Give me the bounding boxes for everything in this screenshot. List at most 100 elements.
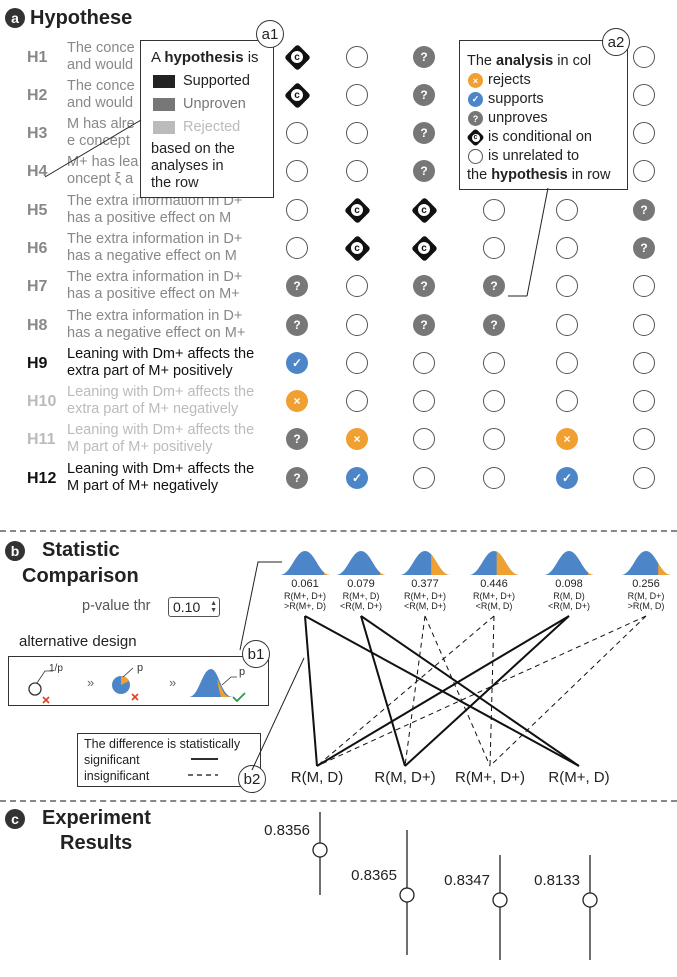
empty-icon[interactable]: [413, 428, 435, 450]
unproven-icon[interactable]: ?: [413, 84, 435, 106]
unproven-icon[interactable]: ?: [286, 428, 308, 450]
unproven-icon[interactable]: ?: [413, 160, 435, 182]
empty-icon[interactable]: [346, 275, 368, 297]
rejects-icon[interactable]: ×: [286, 390, 308, 412]
distribution-glyph[interactable]: [280, 551, 330, 575]
empty-icon[interactable]: [483, 237, 505, 259]
conditional-icon[interactable]: c: [343, 196, 371, 224]
result-point[interactable]: [399, 887, 415, 903]
hypothesis-row[interactable]: H10 Leaning with Dm+ affects the extra par…: [0, 382, 677, 420]
unproven-icon[interactable]: ?: [413, 46, 435, 68]
hypothesis-row[interactable]: H12 Leaning with Dm+ affects the M part of…: [0, 459, 677, 497]
empty-icon[interactable]: [286, 237, 308, 259]
result-point[interactable]: [312, 842, 328, 858]
empty-icon[interactable]: [346, 314, 368, 336]
empty-icon[interactable]: [483, 428, 505, 450]
empty-icon[interactable]: [413, 467, 435, 489]
distribution-tail: [496, 551, 519, 575]
distribution-glyph[interactable]: [621, 551, 671, 575]
unproven-icon[interactable]: ?: [413, 275, 435, 297]
unproven-icon[interactable]: ?: [286, 467, 308, 489]
result-node[interactable]: R(M+, D): [548, 769, 610, 786]
empty-icon[interactable]: [483, 199, 505, 221]
hypothesis-label: H8: [27, 317, 48, 334]
distribution-glyph[interactable]: [336, 551, 386, 575]
empty-icon[interactable]: [633, 160, 655, 182]
empty-icon[interactable]: [633, 46, 655, 68]
conditional-icon[interactable]: c: [410, 196, 438, 224]
empty-icon[interactable]: [633, 352, 655, 374]
conditional-icon[interactable]: c: [410, 234, 438, 262]
result-node[interactable]: R(M, D+): [374, 769, 436, 786]
empty-icon[interactable]: [633, 467, 655, 489]
empty-icon[interactable]: [483, 467, 505, 489]
pvalue-threshold-stepper[interactable]: 0.10 ▲ ▼: [168, 597, 220, 617]
conditional-icon[interactable]: c: [343, 234, 371, 262]
empty-icon[interactable]: [286, 160, 308, 182]
stepper-down-icon[interactable]: ▼: [210, 607, 217, 614]
empty-icon[interactable]: [346, 390, 368, 412]
distribution-label: 0.256 R(M, D+) >R(M, D): [611, 578, 677, 611]
hypothesis-text-line2: M part of M+ positively: [67, 439, 213, 455]
distribution-glyph[interactable]: [544, 551, 594, 575]
supports-icon[interactable]: ✓: [286, 352, 308, 374]
supports-icon[interactable]: ✓: [556, 467, 578, 489]
unproven-icon[interactable]: ?: [483, 314, 505, 336]
conditional-icon[interactable]: c: [283, 43, 311, 71]
empty-icon[interactable]: [346, 352, 368, 374]
empty-icon[interactable]: [633, 275, 655, 297]
empty-icon[interactable]: [556, 275, 578, 297]
empty-icon[interactable]: [556, 314, 578, 336]
result-node[interactable]: R(M, D): [290, 769, 344, 786]
empty-icon[interactable]: [413, 352, 435, 374]
empty-icon[interactable]: [346, 84, 368, 106]
hypothesis-row[interactable]: H4 M+ has lea oncept ξ a?: [0, 152, 677, 190]
result-node[interactable]: R(M+, D+): [454, 769, 525, 786]
empty-icon[interactable]: [286, 122, 308, 144]
unproven-icon[interactable]: ?: [413, 314, 435, 336]
result-point[interactable]: [582, 892, 598, 908]
empty-icon[interactable]: [633, 122, 655, 144]
empty-icon[interactable]: [346, 122, 368, 144]
hypothesis-row[interactable]: H8 The extra information in D+ has a negat…: [0, 306, 677, 344]
supports-icon[interactable]: ✓: [346, 467, 368, 489]
empty-icon[interactable]: [633, 390, 655, 412]
empty-icon[interactable]: [346, 46, 368, 68]
unproven-icon[interactable]: ?: [633, 199, 655, 221]
hypothesis-row[interactable]: H7 The extra information in D+ has a posit…: [0, 267, 677, 305]
empty-icon[interactable]: [633, 428, 655, 450]
rejects-icon[interactable]: ×: [346, 428, 368, 450]
legend-swatch: [153, 120, 175, 134]
unproven-icon[interactable]: ?: [286, 314, 308, 336]
hypothesis-row[interactable]: H11 Leaning with Dm+ affects the M part of…: [0, 420, 677, 458]
empty-icon[interactable]: [413, 390, 435, 412]
conditional-icon[interactable]: c: [283, 81, 311, 109]
empty-icon[interactable]: [556, 390, 578, 412]
distribution-glyph[interactable]: [469, 551, 519, 575]
hypothesis-text: The conce and would: [67, 40, 277, 74]
hypothesis-row[interactable]: H6 The extra information in D+ has a negat…: [0, 229, 677, 267]
rejects-icon[interactable]: ×: [556, 428, 578, 450]
empty-icon[interactable]: [286, 199, 308, 221]
hypothesis-row[interactable]: H9 Leaning with Dm+ affects the extra part…: [0, 344, 677, 382]
unproven-icon[interactable]: ?: [413, 122, 435, 144]
hypothesis-row[interactable]: H1 The conce and would c?: [0, 38, 677, 76]
stepper-up-icon[interactable]: ▲: [210, 600, 217, 607]
unproven-icon[interactable]: ?: [633, 237, 655, 259]
unproven-icon[interactable]: ?: [483, 275, 505, 297]
hypothesis-row[interactable]: H2 The conce and would c?: [0, 76, 677, 114]
empty-icon[interactable]: [556, 237, 578, 259]
distribution-tail: [658, 563, 671, 575]
unproven-icon[interactable]: ?: [286, 275, 308, 297]
pvalue-threshold-value[interactable]: 0.10: [173, 599, 201, 615]
empty-icon[interactable]: [633, 314, 655, 336]
hypothesis-row[interactable]: H3 M has alre e concept?: [0, 114, 677, 152]
empty-icon[interactable]: [633, 84, 655, 106]
empty-icon[interactable]: [483, 352, 505, 374]
result-point[interactable]: [492, 892, 508, 908]
empty-icon[interactable]: [346, 160, 368, 182]
empty-icon[interactable]: [556, 199, 578, 221]
empty-icon[interactable]: [556, 352, 578, 374]
distribution-glyph[interactable]: [400, 551, 450, 575]
empty-icon[interactable]: [483, 390, 505, 412]
